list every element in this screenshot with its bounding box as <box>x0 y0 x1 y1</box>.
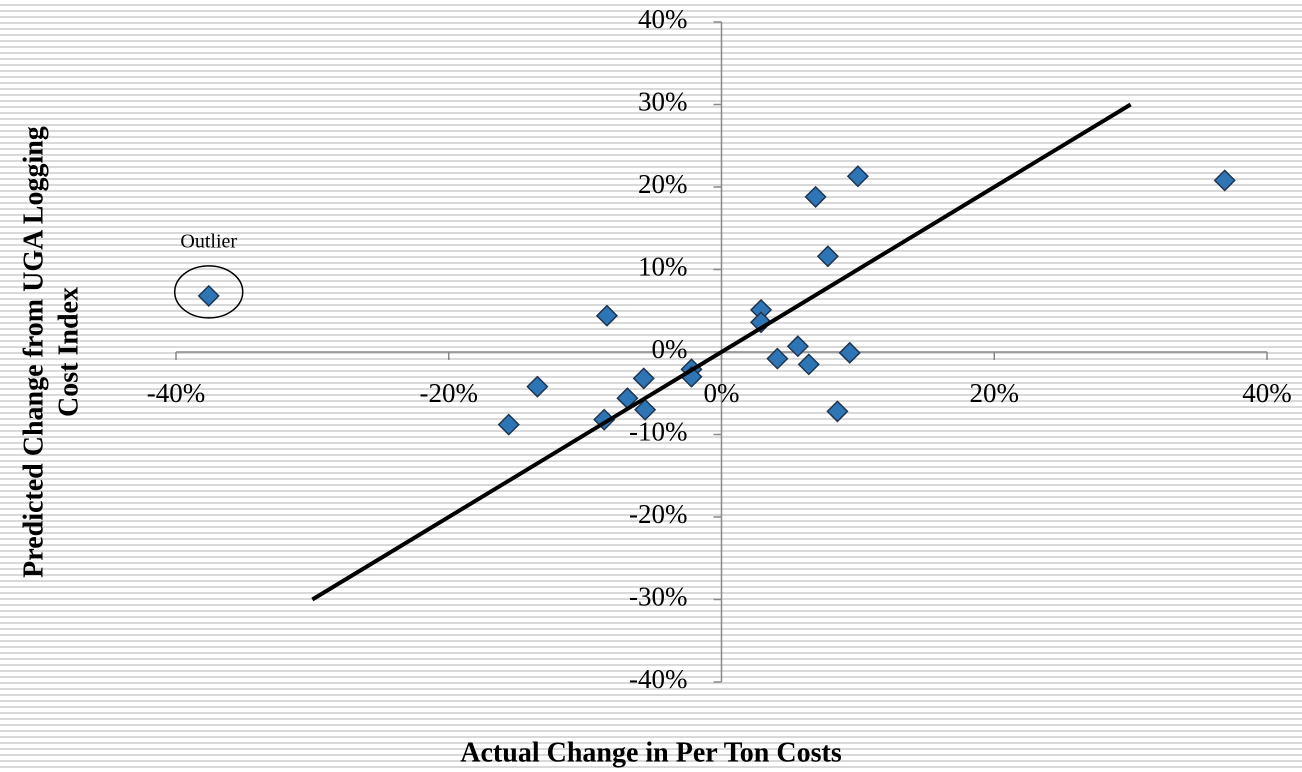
x-tick-label: -20% <box>420 378 478 408</box>
x-axis-title: Actual Change in Per Ton Costs <box>460 737 842 768</box>
point <box>797 353 820 376</box>
point <box>632 367 655 390</box>
x-tick-label: -40% <box>147 378 205 408</box>
fit-line <box>311 102 1132 602</box>
point <box>766 347 789 370</box>
y-axis-title: Predicted Change from UGA Logging <box>18 126 49 578</box>
point <box>838 341 861 364</box>
point <box>634 398 657 421</box>
point <box>846 165 869 188</box>
y-tick-label: 30% <box>638 87 688 117</box>
x-tick-label: 40% <box>1242 378 1292 408</box>
x-tick-label: 20% <box>970 378 1020 408</box>
annotation-circle <box>173 265 244 319</box>
y-tick-label: 20% <box>638 169 688 199</box>
y-tick-label: 40% <box>638 4 688 34</box>
point <box>197 284 220 307</box>
y-tick-label: 10% <box>638 252 688 282</box>
point <box>497 413 520 436</box>
point <box>804 185 827 208</box>
point <box>1213 169 1236 192</box>
point <box>826 400 849 423</box>
y-tick-label: -20% <box>629 499 687 529</box>
y-tick-label: -40% <box>629 664 687 694</box>
y-tick-label: 0% <box>652 334 688 364</box>
point <box>526 375 549 398</box>
point <box>595 304 619 327</box>
y-tick-label: -10% <box>629 417 687 447</box>
y-tick-label: -30% <box>629 582 687 612</box>
annotation: Outlier <box>180 230 237 252</box>
point <box>749 311 773 334</box>
point <box>786 335 809 358</box>
y-axis-title: Cost Index <box>53 287 84 417</box>
point <box>816 245 839 268</box>
x-tick-label: 0% <box>704 378 740 408</box>
